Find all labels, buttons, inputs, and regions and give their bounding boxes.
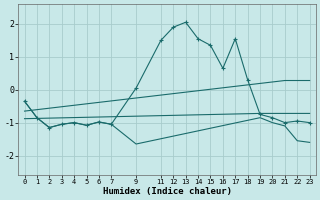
X-axis label: Humidex (Indice chaleur): Humidex (Indice chaleur) [103,187,232,196]
